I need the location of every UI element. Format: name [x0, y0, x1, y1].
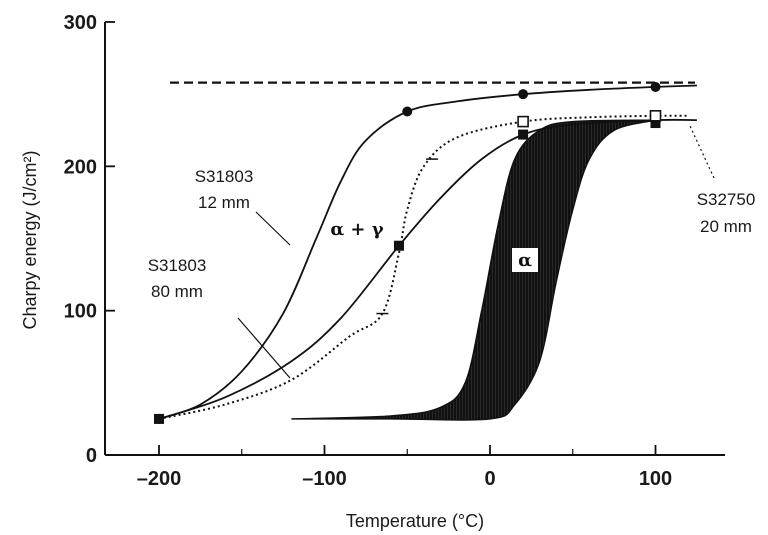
leader-s31803-12mm: [255, 211, 291, 246]
y-tick-label: 200: [64, 156, 97, 178]
series-line-3: [158, 114, 689, 420]
label-s32750-20mm-name: S32750: [697, 190, 756, 209]
marker-square: [518, 129, 529, 140]
label-s31803-80mm-name: S31803: [148, 256, 207, 275]
marker-circle: [402, 106, 413, 117]
y-tick-label: 100: [64, 301, 97, 323]
marker-circle: [650, 81, 661, 92]
marker-open-square: [649, 110, 662, 122]
label-s31803-80mm-size: 80 mm: [151, 282, 203, 301]
label-s31803-12mm-name: S31803: [195, 167, 254, 186]
leader-s32750-20mm: [689, 125, 715, 179]
y-axis-title: Charpy energy (J/cm²): [20, 150, 40, 329]
marker-square: [393, 240, 404, 251]
x-axis-title: Temperature (°C): [346, 511, 484, 531]
marker-square: [650, 118, 661, 129]
y-tick-label: 300: [64, 12, 97, 34]
x-tick-label: –200: [137, 468, 182, 490]
x-tick-label: 0: [484, 468, 495, 490]
y-tick-label: 0: [86, 445, 97, 467]
marker-open-square: [517, 115, 529, 128]
label-alpha-gamma: α + γ: [330, 219, 383, 240]
label-s32750-20mm-size: 20 mm: [700, 217, 752, 236]
x-tick-label: –100: [302, 468, 347, 490]
x-tick-label: 100: [639, 468, 672, 490]
marker-circle: [518, 89, 529, 100]
label-alpha: α: [518, 250, 532, 271]
marker-square: [154, 413, 164, 424]
leader-s31803-80mm: [237, 317, 291, 379]
series-line-2: [158, 118, 697, 420]
label-s31803-12mm-size: 12 mm: [198, 193, 250, 212]
label-alpha-box: [512, 248, 538, 272]
series-line-1: [158, 84, 697, 420]
